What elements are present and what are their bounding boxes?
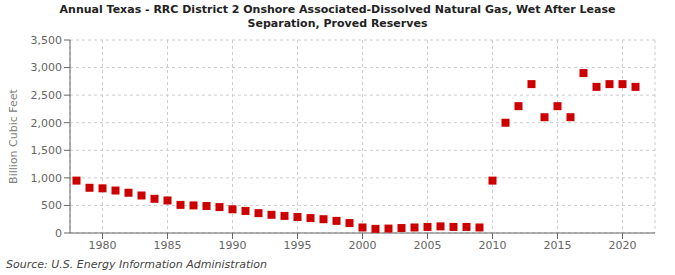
svg-text:1990: 1990 <box>219 239 247 252</box>
svg-text:2005: 2005 <box>414 239 442 252</box>
svg-text:3,000: 3,000 <box>31 61 63 74</box>
html-text:Source: U.S. Energy Informatio: Source: U.S. Energy Information Administ… <box>6 258 267 271</box>
svg-text:1995: 1995 <box>284 239 312 252</box>
html-text:Separation, Proved Reserves: Separation, Proved Reserves <box>247 17 428 30</box>
svg-text:3,500: 3,500 <box>31 34 63 47</box>
svg-text:2020: 2020 <box>609 239 637 252</box>
svg-text:2,500: 2,500 <box>31 89 63 102</box>
svg-text:2010: 2010 <box>479 239 507 252</box>
svg-text:1,500: 1,500 <box>31 144 63 157</box>
svg-text:1985: 1985 <box>154 239 182 252</box>
svg-text:1,000: 1,000 <box>31 172 63 185</box>
svg-text:2000: 2000 <box>349 239 377 252</box>
svg-text:2015: 2015 <box>544 239 572 252</box>
svg-text:0: 0 <box>55 227 62 240</box>
svg-text:1980: 1980 <box>89 239 117 252</box>
html-text:Annual Texas - RRC District 2: Annual Texas - RRC District 2 Onshore As… <box>59 3 616 16</box>
svg-text:500: 500 <box>41 199 62 212</box>
svg-text:Billion Cubic Feet: Billion Cubic Feet <box>8 88 20 183</box>
svg-text:2,000: 2,000 <box>31 117 63 130</box>
